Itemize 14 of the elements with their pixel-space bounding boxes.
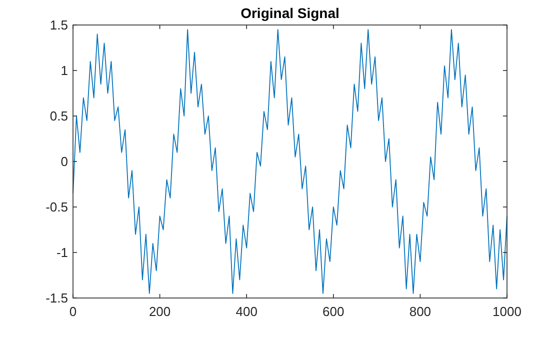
y-tick-label: -0.5 — [46, 200, 68, 214]
y-tick-label: -1 — [56, 245, 68, 260]
y-tick-label: 0.5 — [50, 108, 68, 124]
y-tick-label: 1 — [60, 63, 68, 78]
x-tick-label: 400 — [236, 304, 258, 319]
x-tick-label: 1000 — [492, 304, 522, 319]
y-tick-label: 1.5 — [50, 18, 68, 32]
y-tick-label: -1.5 — [46, 290, 68, 306]
chart-title: Original Signal — [240, 5, 340, 21]
x-tick-label: 800 — [409, 304, 432, 319]
x-tick-label: 200 — [148, 304, 171, 319]
line-series — [72, 29, 508, 294]
y-tick-label: 0 — [60, 154, 68, 169]
x-tick-label: 600 — [322, 304, 344, 319]
